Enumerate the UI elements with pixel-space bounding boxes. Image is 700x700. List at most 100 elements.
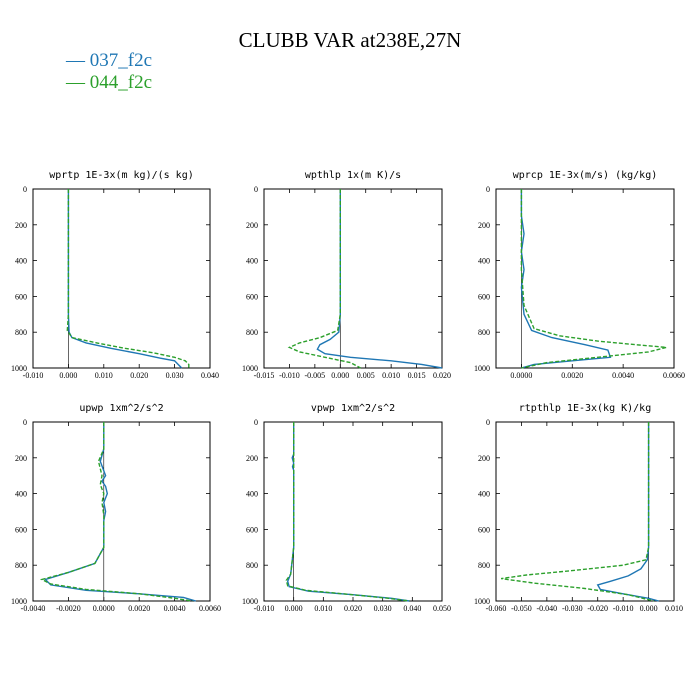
series-line-037_f2c xyxy=(44,422,196,602)
x-tick-label: -0.015 xyxy=(254,371,275,380)
y-tick-label: 400 xyxy=(478,257,490,266)
series-line-037_f2c xyxy=(520,189,612,369)
y-tick-label: 600 xyxy=(246,292,258,301)
y-tick-label: 600 xyxy=(15,292,27,301)
y-tick-label: 200 xyxy=(246,221,258,230)
series-line-044_f2c xyxy=(501,422,654,602)
chart-panel-2: wpthlp 1x(m K)/s02004006008001000-0.015-… xyxy=(242,170,451,380)
panel-title: wpthlp 1x(m K)/s xyxy=(305,170,401,181)
plot-frame xyxy=(32,188,211,369)
chart-panel-5: vpwp 1xm^2/s^2 0 200 400 600 800 1000-0.010 0.0… xyxy=(242,403,451,613)
x-tick-label: -0.010 xyxy=(613,604,634,613)
panel-title: wprcp 1E-3x(m/s) (kg/kg) xyxy=(513,170,658,181)
y-tick-label: 800 xyxy=(246,328,258,337)
y-tick-label: 200 xyxy=(478,454,490,463)
series-line-044_f2c xyxy=(285,422,410,602)
x-tick-label: 0.000 xyxy=(285,604,303,613)
chart-panel-1: wprtp 1E-3x(m kg)/(s kg) 0 200 400 600 800 100… xyxy=(11,170,219,380)
x-tick-label: 0.010 xyxy=(95,371,113,380)
panel-title: upwp 1xm^2/s^2 xyxy=(79,403,163,414)
y-tick-label: 0 xyxy=(486,418,490,427)
series-line-044_f2c xyxy=(66,189,190,368)
y-tick-label: 200 xyxy=(15,454,27,463)
series-line-037_f2c xyxy=(286,422,410,602)
x-tick-label: -0.010 xyxy=(279,371,300,380)
y-tick-label: 1000 xyxy=(242,597,258,606)
x-tick-label: 0.0040 xyxy=(612,371,634,380)
y-tick-label: 1000 xyxy=(474,597,490,606)
legend-item-037: — 037_f2c xyxy=(66,50,152,72)
y-tick-label: 600 xyxy=(15,525,27,534)
x-tick-label: 0.000 xyxy=(59,371,77,380)
x-tick-label: 0.0000 xyxy=(93,604,115,613)
y-tick-label: 600 xyxy=(478,292,490,301)
y-tick-label: 800 xyxy=(15,328,27,337)
legend-swatch: — xyxy=(66,72,90,93)
panel-title: wprtp 1E-3x(m kg)/(s kg) xyxy=(49,170,194,181)
x-tick-label: -0.0020 xyxy=(56,604,81,613)
x-tick-label: -0.020 xyxy=(587,604,608,613)
series-line-037_f2c xyxy=(316,189,443,369)
series-line-044_f2c xyxy=(520,189,667,369)
y-tick-label: 400 xyxy=(246,257,258,266)
x-tick-label: -0.010 xyxy=(254,604,275,613)
x-tick-label: 0.0020 xyxy=(128,604,150,613)
y-tick-label: 200 xyxy=(246,454,258,463)
x-tick-label: 0.0060 xyxy=(663,371,685,380)
y-tick-label: 0 xyxy=(254,185,258,194)
x-tick-label: -0.050 xyxy=(511,604,532,613)
x-tick-label: -0.0040 xyxy=(21,604,46,613)
x-tick-label: 0.015 xyxy=(408,371,426,380)
panel-title: rtpthlp 1E-3x(kg K)/kg xyxy=(519,403,651,414)
legend-item-044: — 044_f2c xyxy=(66,72,152,94)
chart-panel-3: wprcp 1E-3x(m/s) (kg/kg) 0 200 400 600 800 100… xyxy=(474,170,685,380)
x-tick-label: -0.005 xyxy=(305,371,326,380)
y-tick-label: 1000 xyxy=(11,597,27,606)
x-tick-label: 0.010 xyxy=(665,604,683,613)
x-tick-label: 0.040 xyxy=(201,371,219,380)
x-tick-label: 0.030 xyxy=(374,604,392,613)
y-tick-label: 800 xyxy=(478,328,490,337)
x-tick-label: 0.000 xyxy=(331,371,349,380)
x-tick-label: -0.010 xyxy=(23,371,44,380)
legend-swatch: — xyxy=(66,50,90,71)
series-line-044_f2c xyxy=(39,422,193,602)
legend-label: 037_f2c xyxy=(89,50,153,71)
y-tick-label: 400 xyxy=(15,257,27,266)
y-tick-label: 1000 xyxy=(474,364,490,373)
x-tick-label: 0.020 xyxy=(433,371,451,380)
y-tick-label: 1000 xyxy=(11,364,27,373)
y-tick-label: 600 xyxy=(478,525,490,534)
x-tick-label: 0.020 xyxy=(344,604,362,613)
plot-frame xyxy=(495,421,675,602)
x-tick-label: 0.005 xyxy=(357,371,375,380)
x-tick-label: 0.0060 xyxy=(199,604,221,613)
y-tick-label: 0 xyxy=(254,418,258,427)
x-tick-label: -0.030 xyxy=(562,604,583,613)
y-tick-label: 800 xyxy=(15,561,27,570)
x-tick-label: 0.0020 xyxy=(561,371,583,380)
x-tick-label: 0.000 xyxy=(640,604,658,613)
plot-frame xyxy=(495,188,675,369)
chart-panel-6: rtpthlp 1E-3x(kg K)/kg 0 200 400 600 800 1000 -… xyxy=(474,403,683,613)
y-tick-label: 600 xyxy=(246,525,258,534)
y-tick-label: 0 xyxy=(23,418,27,427)
x-tick-label: 0.050 xyxy=(433,604,451,613)
plot-frame xyxy=(263,188,443,369)
y-tick-label: 0 xyxy=(23,185,27,194)
x-tick-label: 0.030 xyxy=(166,371,184,380)
x-tick-label: 0.010 xyxy=(382,371,400,380)
y-tick-label: 400 xyxy=(246,490,258,499)
series-line-037_f2c xyxy=(596,422,659,602)
x-tick-label: 0.020 xyxy=(130,371,148,380)
x-tick-label: 0.040 xyxy=(403,604,421,613)
y-tick-label: 1000 xyxy=(242,364,258,373)
y-tick-label: 200 xyxy=(478,221,490,230)
plot-frame xyxy=(32,421,211,602)
legend-label: 044_f2c xyxy=(89,72,153,93)
y-tick-label: 800 xyxy=(478,561,490,570)
figure-title: CLUBB VAR at238E,27N xyxy=(238,28,462,52)
y-tick-label: 400 xyxy=(478,490,490,499)
panel-title: vpwp 1xm^2/s^2 xyxy=(311,403,395,414)
